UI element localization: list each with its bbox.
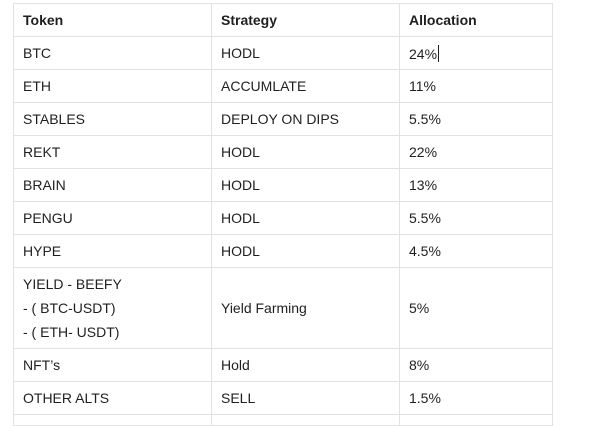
token-text-line: YIELD - BEEFY (23, 276, 122, 292)
strategy-text: Hold (221, 357, 250, 373)
token-text: ETH (23, 78, 51, 94)
token-text-line: - ( ETH- USDT) (23, 324, 120, 340)
strategy-text: HODL (221, 45, 260, 61)
allocation-text: 22% (409, 144, 438, 160)
strategy-text: DEPLOY ON DIPS (221, 111, 340, 127)
allocation-text: 5.5% (409, 111, 441, 127)
strategy-cell[interactable]: SELL (211, 381, 400, 415)
allocation-cell-empty[interactable] (399, 414, 553, 426)
strategy-cell[interactable]: HODL (211, 201, 400, 235)
token-cell[interactable]: OTHER ALTS (13, 381, 212, 415)
token-cell[interactable]: BRAIN (13, 168, 212, 202)
allocation-cell[interactable]: 8% (399, 348, 553, 382)
strategy-cell[interactable]: HODL (211, 234, 400, 268)
allocation-cell[interactable]: 1.5% (399, 381, 553, 415)
allocation-text: 1.5% (409, 390, 441, 406)
token-cell[interactable]: NFT’s (13, 348, 212, 382)
table-header-row: Token Strategy Allocation (13, 3, 553, 37)
token-text: REKT (23, 144, 61, 160)
allocation-text: 24% (409, 45, 438, 62)
strategy-cell-empty[interactable] (211, 414, 400, 426)
allocation-text: 4.5% (409, 243, 441, 259)
table-row: PENGU HODL 5.5% (13, 201, 553, 235)
strategy-cell[interactable]: HODL (211, 168, 400, 202)
header-allocation-label: Allocation (409, 12, 477, 28)
header-token-label: Token (23, 12, 64, 28)
strategy-text: SELL (221, 390, 256, 406)
allocation-cell[interactable]: 4.5% (399, 234, 553, 268)
strategy-cell[interactable]: Hold (211, 348, 400, 382)
table-row: BRAIN HODL 13% (13, 168, 553, 202)
token-cell[interactable]: PENGU (13, 201, 212, 235)
table-row: NFT’s Hold 8% (13, 348, 553, 382)
strategy-text: Yield Farming (221, 300, 307, 316)
strategy-text: HODL (221, 243, 260, 259)
allocation-cell[interactable]: 22% (399, 135, 553, 169)
token-text-line: - ( BTC-USDT) (23, 300, 116, 316)
token-text: STABLES (23, 111, 85, 127)
allocation-text: 5% (409, 300, 430, 316)
token-cell[interactable]: YIELD - BEEFY - ( BTC-USDT) - ( ETH- USD… (13, 267, 212, 349)
strategy-cell[interactable]: HODL (211, 36, 400, 70)
allocation-text: 5.5% (409, 210, 441, 226)
table-row: OTHER ALTS SELL 1.5% (13, 381, 553, 415)
strategy-text: ACCUMLATE (221, 78, 307, 94)
strategy-cell[interactable]: ACCUMLATE (211, 69, 400, 103)
allocation-text: 13% (409, 177, 438, 193)
allocation-cell[interactable]: 11% (399, 69, 553, 103)
header-token[interactable]: Token (13, 3, 212, 37)
allocation-text: 11% (409, 78, 436, 94)
allocation-cell[interactable]: 5% (399, 267, 553, 349)
strategy-cell[interactable]: HODL (211, 135, 400, 169)
allocation-cell[interactable]: 5.5% (399, 102, 553, 136)
allocation-text: 8% (409, 357, 430, 373)
header-allocation[interactable]: Allocation (399, 3, 553, 37)
token-text: HYPE (23, 243, 62, 259)
text-cursor (438, 44, 440, 62)
allocation-cell[interactable]: 13% (399, 168, 553, 202)
token-text: PENGU (23, 210, 73, 226)
token-text: BRAIN (23, 177, 66, 193)
strategy-cell[interactable]: DEPLOY ON DIPS (211, 102, 400, 136)
allocation-table: Token Strategy Allocation BTC HODL 24% E… (13, 3, 553, 426)
header-strategy-label: Strategy (221, 12, 278, 28)
allocation-cell[interactable]: 24% (399, 36, 553, 70)
token-text: OTHER ALTS (23, 390, 110, 406)
token-cell[interactable]: HYPE (13, 234, 212, 268)
token-cell-empty[interactable] (13, 414, 212, 426)
strategy-text: HODL (221, 210, 260, 226)
strategy-cell[interactable]: Yield Farming (211, 267, 400, 349)
header-strategy[interactable]: Strategy (211, 3, 400, 37)
table-row: REKT HODL 22% (13, 135, 553, 169)
table-row: STABLES DEPLOY ON DIPS 5.5% (13, 102, 553, 136)
table-row: HYPE HODL 4.5% (13, 234, 553, 268)
token-cell[interactable]: STABLES (13, 102, 212, 136)
allocation-cell[interactable]: 5.5% (399, 201, 553, 235)
table-row: BTC HODL 24% (13, 36, 553, 70)
token-cell[interactable]: REKT (13, 135, 212, 169)
token-text: BTC (23, 45, 51, 61)
table-row: YIELD - BEEFY - ( BTC-USDT) - ( ETH- USD… (13, 267, 553, 349)
token-cell[interactable]: ETH (13, 69, 212, 103)
strategy-text: HODL (221, 177, 260, 193)
table-row: ETH ACCUMLATE 11% (13, 69, 553, 103)
strategy-text: HODL (221, 144, 260, 160)
token-text: NFT’s (23, 357, 61, 373)
token-cell[interactable]: BTC (13, 36, 212, 70)
table-row-partial (13, 414, 553, 426)
